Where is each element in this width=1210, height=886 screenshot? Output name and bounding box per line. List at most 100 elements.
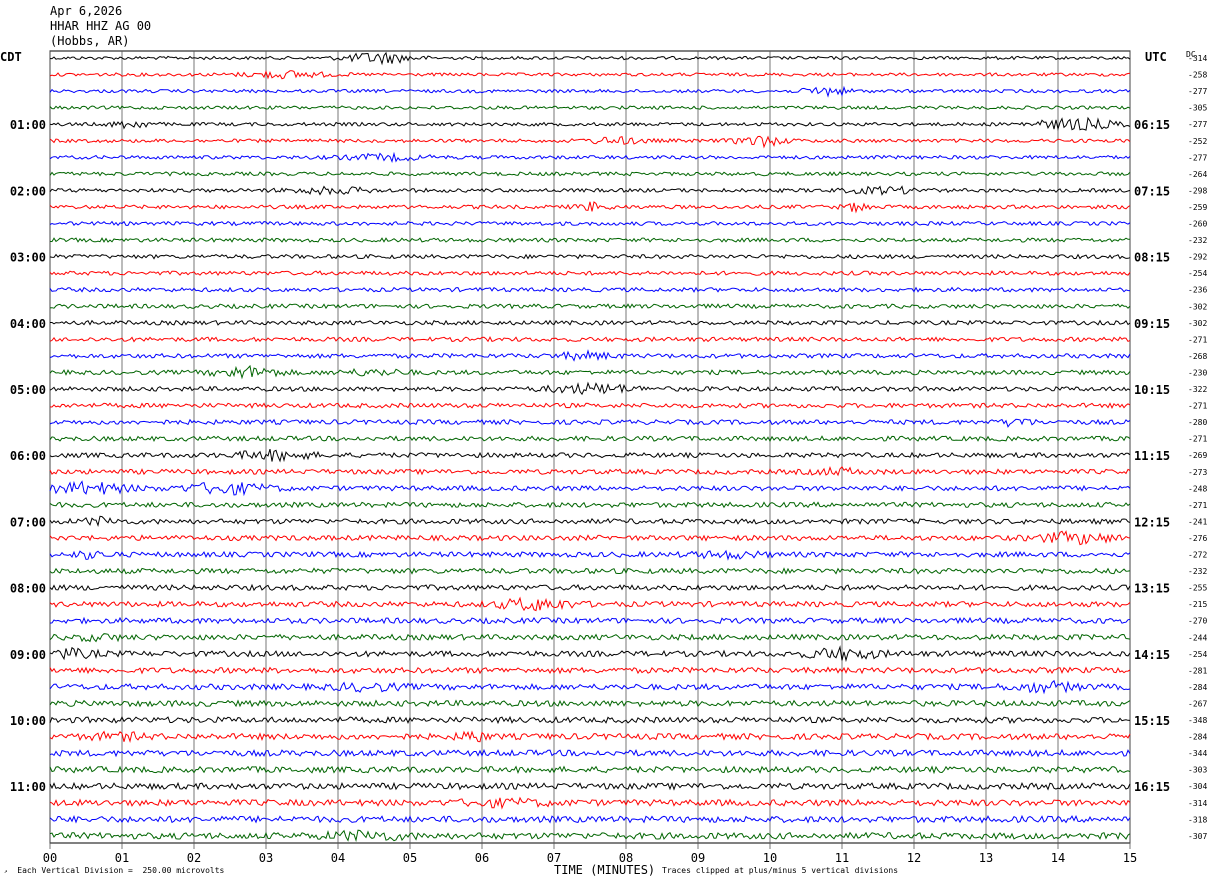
seismic-trace — [49, 336, 1131, 343]
dc-offset-label: -269 — [1188, 451, 1207, 460]
right-hour-label: 15:15 — [1134, 714, 1170, 728]
seismic-trace — [49, 270, 1131, 277]
x-tick-label: 15 — [1123, 851, 1137, 865]
seismic-trace — [49, 596, 1131, 612]
dc-offset-label: -298 — [1188, 186, 1207, 195]
x-tick-label: 12 — [907, 851, 921, 865]
seismic-trace — [49, 448, 1131, 463]
dc-offset-label: -271 — [1188, 435, 1207, 444]
seismic-trace — [49, 418, 1131, 428]
seismic-trace — [49, 679, 1131, 695]
right-hour-label: 06:15 — [1134, 118, 1170, 132]
footer-clip-note: Traces clipped at plus/minus 5 vertical … — [662, 866, 899, 875]
seismic-trace — [49, 530, 1131, 546]
dc-offset-label: -284 — [1188, 683, 1207, 692]
seismic-trace — [49, 105, 1131, 111]
dc-offset-label: -271 — [1188, 501, 1207, 510]
dc-offset-label: -277 — [1188, 87, 1207, 96]
dc-offset-label: -268 — [1188, 352, 1207, 361]
left-hour-label: 07:00 — [10, 515, 46, 529]
time-grid — [49, 50, 1131, 849]
dc-offset-label: -273 — [1188, 468, 1207, 477]
left-hour-label: 11:00 — [10, 780, 46, 794]
dc-offset-label: -307 — [1188, 832, 1207, 841]
x-tick-label: 01 — [115, 851, 129, 865]
axis-labels: 00 01 02 03 04 05 06 07 08 09 10 11 12 13 14 15 -314 -258… — [10, 54, 1208, 865]
station-code: HHAR HHZ AG 00 — [50, 19, 152, 33]
x-tick-label: 07 — [547, 851, 561, 865]
dc-offset-label: -264 — [1188, 170, 1207, 179]
dc-offset-label: -232 — [1188, 236, 1207, 245]
seismic-trace — [49, 633, 1131, 643]
x-tick-label: 05 — [403, 851, 417, 865]
left-hour-label: 02:00 — [10, 184, 46, 198]
seismic-trace — [49, 201, 1131, 214]
seismic-trace — [49, 730, 1131, 744]
seismic-trace — [49, 715, 1131, 725]
x-axis-title: TIME (MINUTES) — [554, 863, 656, 877]
seismic-trace — [49, 381, 1131, 396]
seismic-trace — [49, 364, 1131, 380]
seismic-trace — [49, 253, 1131, 260]
seismic-trace — [49, 465, 1131, 477]
seismic-trace — [50, 51, 1131, 66]
station-location: (Hobbs, AR) — [50, 34, 130, 48]
dc-offset-label: -272 — [1188, 551, 1207, 560]
dc-offset-label: -230 — [1188, 368, 1207, 377]
right-hour-label: 10:15 — [1134, 383, 1170, 397]
dc-offset-label: -254 — [1188, 650, 1207, 659]
right-hour-label: 11:15 — [1134, 449, 1170, 463]
dc-offset-label: -277 — [1188, 153, 1207, 162]
x-tick-label: 03 — [259, 851, 273, 865]
x-tick-label: 09 — [691, 851, 705, 865]
seismic-trace — [49, 645, 1131, 663]
dc-offset-label: -259 — [1188, 203, 1207, 212]
dc-offset-label: -276 — [1188, 534, 1207, 543]
x-tick-label: 02 — [187, 851, 201, 865]
seismic-trace — [49, 583, 1131, 592]
seismic-trace — [49, 116, 1131, 131]
seismic-trace — [49, 748, 1131, 758]
dc-offset-label: -344 — [1188, 749, 1207, 758]
dc-offset-label: -258 — [1188, 71, 1207, 80]
dc-offset-label: -348 — [1188, 716, 1207, 725]
x-tick-label: 00 — [43, 851, 57, 865]
right-hour-label: 09:15 — [1134, 317, 1170, 331]
seismic-trace — [49, 765, 1131, 775]
dc-offset-label: -304 — [1188, 782, 1207, 791]
left-timezone-label: CDT — [0, 50, 22, 64]
seismic-trace — [49, 171, 1131, 177]
dc-offset-label: -254 — [1188, 269, 1207, 278]
dc-offset-label: -248 — [1188, 484, 1207, 493]
right-hour-label: 14:15 — [1134, 648, 1170, 662]
dc-offset-label: -284 — [1188, 733, 1207, 742]
dc-offset-label: -305 — [1188, 104, 1207, 113]
x-tick-label: 10 — [763, 851, 777, 865]
right-hour-label: 13:15 — [1134, 582, 1170, 596]
x-tick-label: 13 — [979, 851, 993, 865]
x-tick-label: 11 — [835, 851, 849, 865]
seismic-trace — [49, 567, 1131, 575]
seismic-trace — [49, 796, 1131, 810]
seismic-trace — [50, 319, 1131, 326]
seismic-trace — [49, 616, 1131, 625]
footer-scale-note: ↗ Each Vertical Division = 250.00 microv… — [4, 866, 225, 875]
dc-offset-label: -322 — [1188, 385, 1207, 394]
seismic-trace — [49, 402, 1131, 409]
left-hour-label: 03:00 — [10, 251, 46, 265]
dc-offset-label: -270 — [1188, 617, 1207, 626]
seismic-trace — [49, 549, 1131, 561]
seismic-trace — [49, 237, 1131, 243]
dc-offset-label: -271 — [1188, 335, 1207, 344]
right-hour-label: 12:15 — [1134, 515, 1170, 529]
seismic-trace — [49, 501, 1131, 509]
dc-offset-label: -215 — [1188, 600, 1207, 609]
seismic-trace — [49, 515, 1131, 528]
seismic-trace — [49, 286, 1131, 293]
left-hour-label: 06:00 — [10, 449, 46, 463]
x-tick-label: 14 — [1051, 851, 1065, 865]
seismic-trace — [49, 435, 1131, 443]
dc-offset-label: -232 — [1188, 567, 1207, 576]
seismic-trace — [49, 666, 1131, 675]
right-timezone-label: UTC — [1145, 50, 1167, 64]
